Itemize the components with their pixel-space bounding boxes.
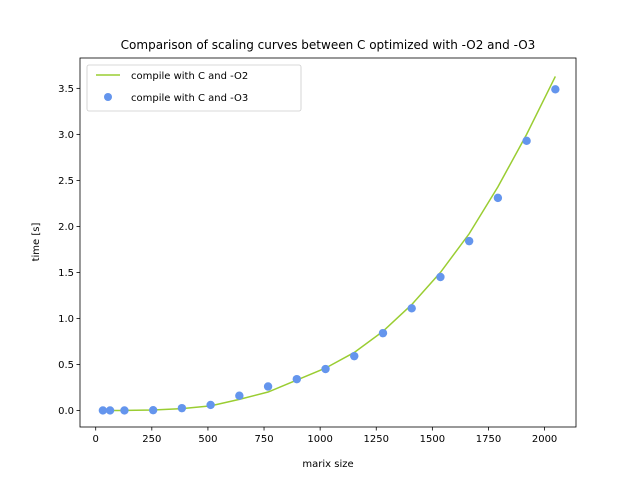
o3-data-point — [120, 406, 129, 415]
x-axis-label: marix size — [302, 459, 353, 470]
x-tick-label: 1000 — [307, 434, 332, 445]
x-tick-label: 250 — [142, 434, 161, 445]
o3-data-point — [292, 374, 301, 384]
o3-data-point — [407, 304, 416, 313]
y-tick-label: 1.5 — [58, 268, 74, 279]
legend: compile with C and -O2 compile with C an… — [86, 64, 302, 112]
plot-frame — [79, 57, 577, 428]
x-tick-label: 1500 — [420, 434, 445, 445]
y-tick-label: 3.5 — [58, 84, 74, 95]
y-tick-label: 0.0 — [58, 406, 74, 417]
o3-data-point — [464, 236, 474, 246]
legend-o3-dot-marker — [104, 93, 112, 101]
o3-data-point — [551, 85, 560, 94]
y-tick-label: 2.0 — [58, 222, 74, 233]
o3-data-point — [98, 406, 108, 415]
o3-data-point — [522, 136, 531, 146]
chart-title: Comparison of scaling curves between C o… — [121, 38, 536, 52]
legend-o3-label: compile with C and -O3 — [131, 93, 248, 104]
x-tick-label: 750 — [254, 434, 273, 445]
legend-box — [86, 64, 302, 112]
o3-data-point — [148, 405, 158, 415]
y-tick-label: 2.5 — [58, 176, 74, 187]
x-tick-label: 0 — [93, 434, 99, 445]
x-tick-label: 500 — [198, 434, 217, 445]
o3-data-point — [493, 193, 503, 203]
plot-area — [80, 58, 576, 427]
o3-data-point — [235, 391, 244, 400]
o3-data-point — [177, 403, 187, 413]
o3-data-point — [206, 400, 215, 410]
legend-o2-label: compile with C and -O2 — [131, 71, 248, 82]
axis-ticks: 0 250 500 750 1000 1250 1500 1750 2000 0.0 0.5 1.0 1… — [58, 84, 557, 445]
x-tick-label: 1750 — [476, 434, 501, 445]
o3-data-point — [105, 406, 115, 415]
o3-data-point — [263, 382, 273, 391]
y-tick-label: 3.0 — [58, 130, 74, 141]
o3-data-point — [436, 272, 445, 282]
o2-series-line — [102, 76, 557, 412]
x-tick-label: 1250 — [364, 434, 389, 445]
o3-data-point — [378, 328, 388, 338]
o3-data-point — [321, 364, 330, 374]
o3-data-point — [350, 351, 359, 361]
x-tick-label: 2000 — [532, 434, 557, 445]
o2-line — [102, 76, 557, 412]
y-tick-label: 1.0 — [58, 314, 74, 325]
y-axis-label: time [s] — [31, 223, 42, 262]
o3-series-points — [98, 85, 560, 415]
y-tick-label: 0.5 — [58, 360, 74, 371]
